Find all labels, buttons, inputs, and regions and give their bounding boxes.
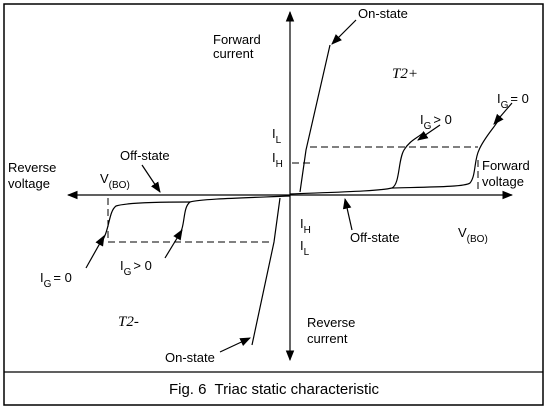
pointer <box>219 337 251 353</box>
label: current <box>213 46 254 61</box>
label: Off-state <box>350 230 400 245</box>
curve-on-state-top <box>299 44 331 193</box>
label: V(BO) <box>100 171 130 191</box>
label-main: I <box>497 91 501 106</box>
label: T2- <box>118 314 139 330</box>
label-sub: H <box>304 225 311 236</box>
curve-ig-zero-top <box>391 117 501 189</box>
label-rest: = 0 <box>510 91 528 106</box>
pointer <box>85 235 105 269</box>
caption: Fig. 6 Triac static characteristic <box>169 381 380 398</box>
label-sub: G <box>44 279 52 290</box>
label-main: I <box>300 216 304 231</box>
label-sub: L <box>304 247 310 258</box>
label-sub: H <box>276 159 283 170</box>
label: IG = 0 <box>40 270 72 290</box>
label: Reverse <box>8 160 56 175</box>
label-sub: G <box>501 100 509 111</box>
curve-ig-pos-top <box>289 131 425 195</box>
label-main: I <box>272 126 276 141</box>
label: IL <box>300 238 310 258</box>
pointer <box>342 197 353 231</box>
label-main: I <box>420 112 424 127</box>
label-sub: G <box>424 121 432 132</box>
label-rest: = 0 <box>53 270 71 285</box>
label: IG = 0 <box>497 91 529 111</box>
label: Forward <box>482 158 530 173</box>
curve-ig-pos-bottom <box>177 195 291 237</box>
guide-top <box>310 146 479 190</box>
label-sub: (BO) <box>109 180 130 191</box>
label-sub: G <box>124 267 132 278</box>
label: IL <box>272 126 282 146</box>
label-main: I <box>300 238 304 253</box>
pointer <box>141 164 161 193</box>
guide-bottom <box>107 198 272 243</box>
label: On-state <box>358 6 408 21</box>
label-main: I <box>120 258 124 273</box>
label-sub: L <box>276 135 282 146</box>
label-rest: > 0 <box>433 112 451 127</box>
label: Forward <box>213 32 261 47</box>
label-main: V <box>100 171 109 186</box>
label-main: I <box>40 270 44 285</box>
label: IG > 0 <box>420 112 452 132</box>
pointer <box>493 102 513 125</box>
curve-ig-zero-bottom <box>99 201 191 245</box>
label: Reverse <box>307 315 355 330</box>
label: T2+ <box>392 66 418 82</box>
label: IH <box>272 150 283 170</box>
label: On-state <box>165 350 215 365</box>
label: Off-state <box>120 148 170 163</box>
label: voltage <box>482 174 524 189</box>
label-sub: (BO) <box>467 234 488 245</box>
label: IG > 0 <box>120 258 152 278</box>
label: current <box>307 331 348 346</box>
label: V(BO) <box>458 225 488 245</box>
pointer <box>164 229 183 259</box>
pointer <box>417 124 441 141</box>
label-main: I <box>272 150 276 165</box>
label: voltage <box>8 176 50 191</box>
label: IH <box>300 216 311 236</box>
label-rest: > 0 <box>133 258 151 273</box>
label-main: V <box>458 225 467 240</box>
curve-on-state-bottom <box>251 197 281 346</box>
frame <box>3 3 544 406</box>
pointer <box>331 19 357 45</box>
